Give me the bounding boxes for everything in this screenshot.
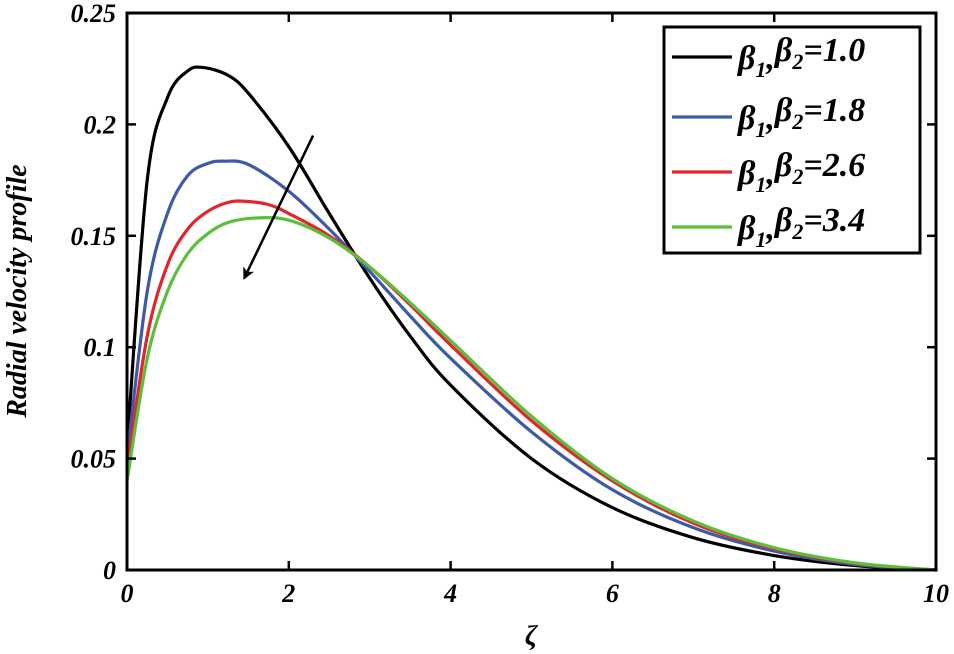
- annotation-layer: [243, 134, 315, 280]
- x-axis-label: ζ: [525, 621, 539, 652]
- x-tick-label: 10: [923, 579, 949, 608]
- legend-entry-2: β1,β2=1.8: [736, 92, 865, 142]
- series-line-3: [125, 199, 938, 572]
- y-axis-label: Radial velocity profile: [2, 164, 33, 419]
- x-tick-label: 6: [606, 579, 619, 608]
- y-tick-label: 0.2: [84, 110, 117, 139]
- y-tick-label: 0.15: [71, 222, 117, 251]
- legend-entry-1: β1,β2=1.0: [736, 32, 865, 82]
- plot-area-frame: [125, 11, 938, 572]
- tick-layer: 0 2 4 6 8 10 0 0.05 0.1 0.15 0.2 0.25: [71, 0, 950, 608]
- y-tick-label: 0: [103, 556, 116, 585]
- y-tick-label: 0.1: [84, 333, 117, 362]
- y-tick-label: 0.05: [71, 445, 117, 474]
- series-layer: [125, 65, 938, 572]
- y-tick-label: 0.25: [71, 0, 117, 28]
- series-line-4: [125, 216, 938, 572]
- x-tick-label: 8: [768, 579, 781, 608]
- x-tick-label: 2: [281, 579, 295, 608]
- series-line-2: [125, 159, 938, 572]
- legend: β1,β2=1.0 β1,β2=1.8β1,β2=2.6β1,β2=3.4: [662, 25, 922, 255]
- trend-arrow-1: [243, 134, 315, 280]
- x-tick-label: 0: [121, 579, 134, 608]
- x-tick-label: 4: [443, 579, 457, 608]
- legend-box: [662, 25, 922, 255]
- legend-entry-4: β1,β2=3.4: [736, 202, 865, 252]
- legend-entry-3: β1,β2=2.6: [736, 147, 865, 197]
